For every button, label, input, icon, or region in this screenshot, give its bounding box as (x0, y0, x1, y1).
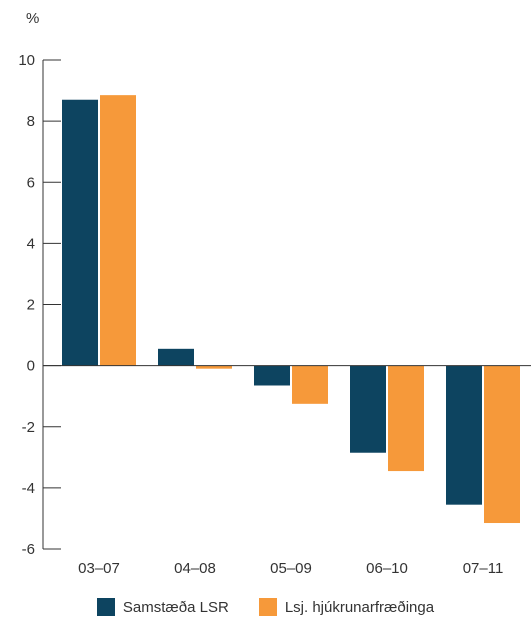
bar-series-1-07–11 (446, 365, 482, 505)
bar-series-2-05–09 (292, 365, 328, 404)
x-tick-label: 06–10 (366, 560, 408, 577)
y-tick-label: 0 (27, 358, 35, 375)
y-tick-label: 10 (18, 52, 35, 69)
bar-series-1-03–07 (62, 99, 98, 366)
y-tick-label: 8 (27, 113, 35, 130)
x-tick-label: 03–07 (78, 560, 120, 577)
legend-swatch-series-1 (96, 598, 115, 616)
x-axis: 03–07 04–08 05–09 06–10 07–11 (43, 365, 531, 577)
x-tick-label: 07–11 (463, 560, 504, 577)
y-axis: 10 8 6 4 2 0 -2 -4 -6 (18, 52, 61, 558)
bar-series-1-05–09 (254, 365, 290, 386)
bar-series-2-03–07 (100, 95, 136, 366)
bar-series-1-04–08 (158, 348, 194, 366)
legend: Samstæða LSR Lsj. hjúkrunarfræðinga (0, 598, 531, 616)
legend-item-series-1: Samstæða LSR (96, 598, 229, 616)
y-tick-label: 6 (27, 174, 35, 191)
y-tick-label: -4 (22, 480, 35, 497)
y-axis-unit-label: % (26, 10, 39, 27)
y-tick-label: 4 (27, 235, 35, 252)
bar-series-2-07–11 (484, 365, 520, 524)
bar-series-2-04–08 (196, 365, 232, 369)
x-tick-label: 04–08 (174, 560, 216, 577)
legend-item-series-2: Lsj. hjúkrunarfræðinga (258, 598, 435, 616)
x-tick-label: 05–09 (270, 560, 312, 577)
bars (62, 95, 520, 524)
y-tick-label: -6 (22, 541, 35, 558)
y-tick-label: -2 (22, 419, 35, 436)
legend-label-series-2: Lsj. hjúkrunarfræðinga (284, 598, 435, 616)
y-tick-label: 2 (27, 297, 35, 314)
bar-series-1-06–10 (350, 365, 386, 453)
bar-series-2-06–10 (388, 365, 424, 472)
legend-swatch-series-2 (258, 598, 277, 616)
legend-label-series-1: Samstæða LSR (122, 598, 229, 616)
bar-chart: % 10 8 6 4 2 0 -2 -4 -6 03–07 04–08 05–09 06–10 07–1… (18, 10, 531, 577)
